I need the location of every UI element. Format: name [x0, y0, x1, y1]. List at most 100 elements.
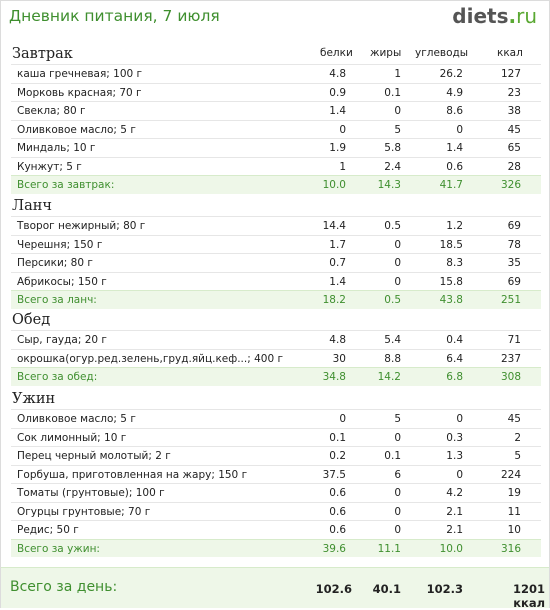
kcal-value: 11 [507, 505, 521, 518]
protein-total: 10.0 [322, 179, 346, 191]
food-row[interactable]: Огурцы грунтовые; 70 г 0.6 0 2.1 11 [11, 501, 541, 521]
meal-section-dinner: Обед Сыр, гауда; 20 г 4.8 5.4 0.4 71 окрошка… [1, 308, 549, 386]
food-name: Кунжут; 5 г [17, 160, 82, 173]
kcal-value: 5 [514, 450, 521, 462]
column-header-kcal: ккал [497, 47, 523, 59]
carbs-value: 26.2 [439, 68, 463, 80]
kcal-value: 69 [507, 275, 521, 288]
carbs-value: 1.2 [446, 220, 463, 232]
carbs-value: 1.3 [446, 450, 463, 462]
carbs-value: 4.2 [446, 487, 463, 499]
food-name: Персики; 80 г [17, 257, 93, 269]
food-row[interactable]: Морковь красная; 70 г 0.9 0.1 4.9 23 [11, 82, 541, 102]
food-name: Черешня; 150 г [17, 238, 103, 251]
day-protein-total: 102.6 [315, 582, 352, 596]
food-name: Оливковое масло; 5 г [17, 123, 136, 136]
food-row[interactable]: Горбуша, приготовленная на жару; 150 г 37… [11, 464, 541, 484]
carbs-total: 6.8 [446, 371, 463, 383]
carbs-total: 41.7 [439, 179, 463, 191]
protein-value: 0.9 [329, 86, 346, 99]
logo-name: diets [452, 4, 509, 28]
protein-value: 0.6 [329, 524, 346, 536]
food-row[interactable]: Кунжут; 5 г 1 2.4 0.6 28 [11, 156, 541, 176]
food-row[interactable]: Оливковое масло; 5 г 0 5 0 45 [11, 119, 541, 139]
food-row[interactable]: Томаты (грунтовые); 100 г 0.6 0 4.2 19 [11, 483, 541, 502]
food-name: Морковь красная; 70 г [17, 86, 142, 99]
food-name: каша гречневая; 100 г [17, 68, 143, 80]
food-row[interactable]: Оливковое масло; 5 г 0 5 0 45 [11, 409, 541, 428]
protein-value: 0 [339, 123, 346, 136]
kcal-value: 45 [507, 413, 521, 425]
meal-total-row: Всего за ужин: 39.6 11.1 10.0 316 [11, 538, 541, 557]
fat-total: 11.1 [377, 542, 401, 555]
food-row[interactable]: Сыр, гауда; 20 г 4.8 5.4 0.4 71 [11, 330, 541, 349]
kcal-total: 251 [500, 294, 521, 306]
kcal-value: 45 [507, 123, 521, 136]
carbs-value: 6.4 [446, 352, 463, 365]
protein-total: 18.2 [322, 294, 346, 306]
food-row[interactable]: Абрикосы; 150 г 1.4 0 15.8 69 [11, 271, 541, 291]
kcal-value: 127 [500, 68, 521, 80]
kcal-value: 78 [507, 238, 521, 251]
food-name: Абрикосы; 150 г [17, 275, 107, 288]
food-name: Редис; 50 г [17, 524, 79, 536]
carbs-total: 10.0 [439, 542, 463, 555]
food-name: Миндаль; 10 г [17, 142, 96, 154]
fat-value: 0 [394, 105, 401, 117]
food-row[interactable]: окрошка(огур.ред.зелень,груд.яйц.кеф...;… [11, 348, 541, 368]
food-row[interactable]: Персики; 80 г 0.7 0 8.3 35 [11, 253, 541, 272]
carbs-value: 0 [456, 413, 463, 425]
day-total-row: Всего за день: 102.6 40.1 102.3 1201 кка… [1, 567, 549, 610]
meal-section-breakfast: Завтрак белки жиры углеводы ккал каша гр… [1, 42, 549, 194]
kcal-total: 326 [500, 179, 521, 191]
day-carbs-total: 102.3 [426, 582, 463, 596]
protein-value: 0 [339, 413, 346, 425]
fat-total: 14.3 [377, 179, 401, 191]
food-row[interactable]: Перец черный молотый; 2 г 0.2 0.1 1.3 5 [11, 446, 541, 465]
site-logo[interactable]: diets.ru [452, 4, 537, 28]
meal-header: Завтрак белки жиры углеводы ккал [1, 42, 549, 64]
fat-value: 0 [394, 431, 401, 444]
food-row[interactable]: Творог нежирный; 80 г 14.4 0.5 1.2 69 [11, 216, 541, 235]
logo-dot: . [508, 4, 517, 28]
fat-value: 0 [394, 257, 401, 269]
food-name: Сыр, гауда; 20 г [17, 334, 107, 346]
food-row[interactable]: Миндаль; 10 г 1.9 5.8 1.4 65 [11, 138, 541, 157]
kcal-value: 2 [514, 431, 521, 444]
meal-title: Ланч [12, 198, 52, 214]
meal-section-lunch: Ланч Творог нежирный; 80 г 14.4 0.5 1.2 69 Ч… [1, 194, 549, 309]
protein-value: 0.1 [329, 431, 346, 444]
carbs-value: 0.6 [446, 160, 463, 173]
meal-title: Обед [12, 312, 51, 328]
food-row[interactable]: Редис; 50 г 0.6 0 2.1 10 [11, 520, 541, 539]
fat-value: 5.8 [384, 142, 401, 154]
column-header-fat: жиры [370, 47, 402, 59]
meal-header: Ужин [1, 387, 549, 409]
fat-value: 0 [394, 275, 401, 288]
food-row[interactable]: Свекла; 80 г 1.4 0 8.6 38 [11, 101, 541, 120]
fat-value: 1 [394, 68, 401, 80]
food-row[interactable]: Сок лимонный; 10 г 0.1 0 0.3 2 [11, 427, 541, 447]
fat-value: 0.1 [384, 86, 401, 99]
fat-total: 14.2 [377, 371, 401, 383]
fat-value: 5 [394, 123, 401, 136]
food-name: Томаты (грунтовые); 100 г [17, 487, 165, 499]
food-name: Творог нежирный; 80 г [17, 220, 146, 232]
protein-value: 30 [332, 352, 346, 365]
protein-value: 1.7 [329, 238, 346, 251]
column-header-protein: белки [320, 47, 353, 59]
food-row[interactable]: каша гречневая; 100 г 4.8 1 26.2 127 [11, 64, 541, 83]
protein-value: 1 [339, 160, 346, 173]
kcal-value: 23 [507, 86, 521, 99]
meal-total-label: Всего за ланч: [17, 294, 97, 306]
carbs-value: 15.8 [439, 275, 463, 288]
carbs-value: 2.1 [446, 524, 463, 536]
kcal-value: 65 [507, 142, 521, 154]
meal-total-row: Всего за обед: 34.8 14.2 6.8 308 [11, 367, 541, 386]
food-row[interactable]: Черешня; 150 г 1.7 0 18.5 78 [11, 234, 541, 254]
meal-title: Завтрак [12, 46, 73, 62]
page-title: Дневник питания, 7 июля [9, 7, 220, 25]
protein-total: 39.6 [322, 542, 346, 555]
fat-value: 2.4 [384, 160, 401, 173]
